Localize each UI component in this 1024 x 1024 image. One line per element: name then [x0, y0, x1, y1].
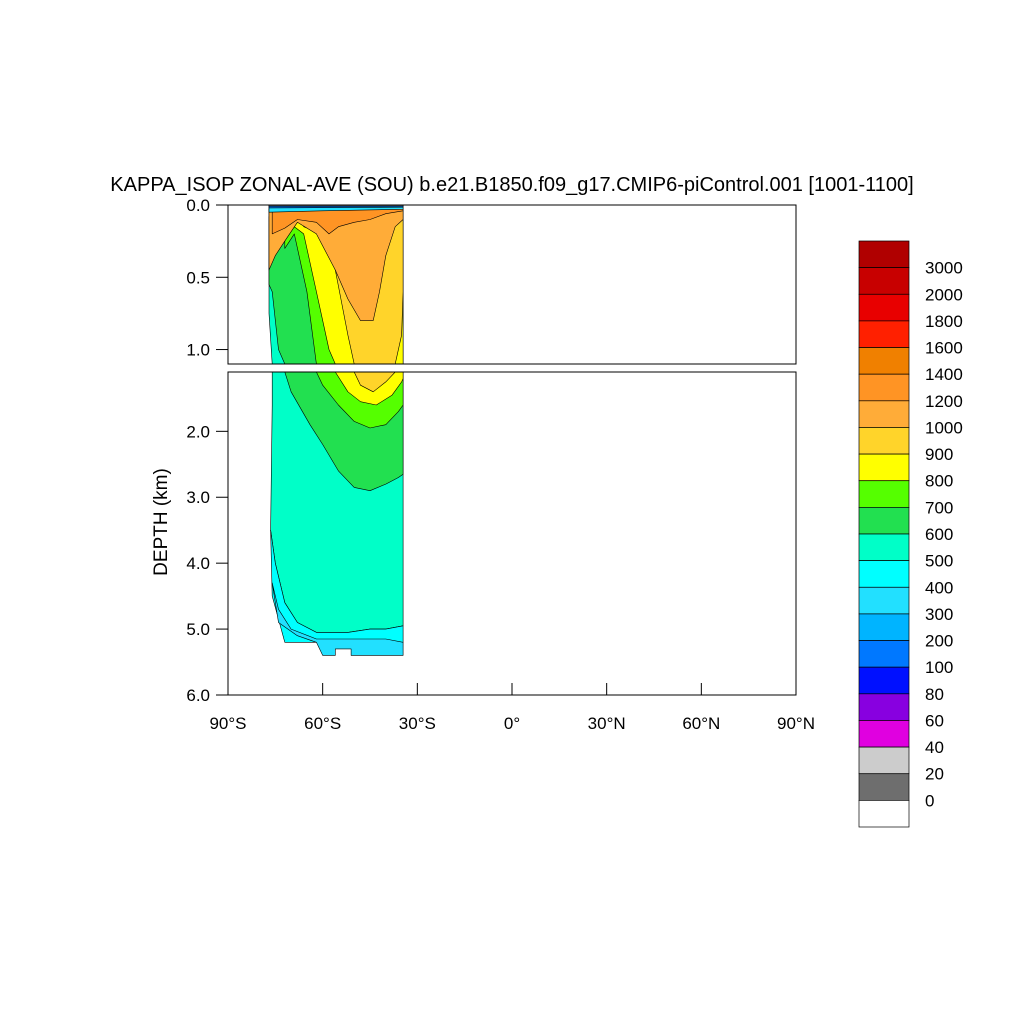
- y-tick-label: 1.0: [186, 341, 210, 360]
- x-tick-label: 30°S: [399, 714, 436, 733]
- colorbar-label: 60: [925, 712, 944, 731]
- contour-region-1400: [271, 206, 404, 235]
- colorbar-swatch: [858, 427, 910, 455]
- colorbar-label: 500: [925, 552, 953, 571]
- panel-upper-frame: [227, 204, 797, 365]
- axes: 0.0 0.5 1.0 2.0 3.0 4.0 5.0 6.0 90°S 60°S 30°S 0° 30…: [186, 196, 815, 733]
- colorbar-label: 1000: [925, 419, 963, 438]
- contour-region-300: [272, 827, 403, 986]
- colorbar-swatch: [858, 480, 910, 508]
- colorbar-label: 40: [925, 738, 944, 757]
- y-tick-label: 3.0: [186, 488, 210, 507]
- colorbar-swatch: [858, 773, 910, 801]
- x-tick-label: 60°S: [304, 714, 341, 733]
- colorbar-label: 80: [925, 685, 944, 704]
- colorbar-label: 200: [925, 632, 953, 651]
- colorbar-label: 20: [925, 765, 944, 784]
- colorbar-swatch: [858, 613, 910, 641]
- colorbar-swatch: [858, 800, 910, 828]
- colorbar-label: 1600: [925, 339, 963, 358]
- colorbar-label: 800: [925, 472, 953, 491]
- x-tick-label: 90°S: [209, 714, 246, 733]
- colorbar-swatch: [858, 267, 910, 295]
- y-tick-label: 0.5: [186, 268, 210, 287]
- colorbar-label: 100: [925, 658, 953, 677]
- colorbar-swatch: [858, 347, 910, 375]
- contour-region-300: [271, 582, 404, 656]
- panel-upper-fills: [268, 205, 404, 986]
- colorbar-label: 700: [925, 498, 953, 517]
- colorbar-label: 1400: [925, 365, 963, 384]
- colorbar-label: 2000: [925, 285, 963, 304]
- colorbar: 3000200018001600140012001000900800700600…: [858, 240, 963, 828]
- colorbar-swatch: [858, 533, 910, 561]
- colorbar-swatch: [858, 666, 910, 695]
- colorbar-swatch: [858, 586, 910, 615]
- colorbar-swatch: [858, 400, 910, 428]
- colorbar-swatch: [858, 453, 910, 482]
- colorbar-label: 0: [925, 791, 934, 810]
- chart-title: KAPPA_ISOP ZONAL-AVE (SOU) b.e21.B1850.f…: [110, 174, 913, 196]
- colorbar-label: 1200: [925, 392, 963, 411]
- colorbar-label: 400: [925, 578, 953, 597]
- y-tick-label: 6.0: [186, 686, 210, 705]
- colorbar-label: 900: [925, 445, 953, 464]
- contour-region-400: [270, 529, 404, 643]
- x-tick-label: 60°N: [682, 714, 720, 733]
- contour-region-400: [271, 711, 404, 957]
- contour-region-1000: [353, 372, 396, 393]
- colorbar-swatch: [858, 693, 910, 721]
- colorbar-swatch: [858, 746, 910, 775]
- colorbar-swatch: [858, 240, 910, 268]
- colorbar-label: 3000: [925, 259, 963, 278]
- colorbar-swatch: [858, 507, 910, 535]
- colorbar-swatch: [858, 293, 910, 322]
- colorbar-label: 300: [925, 605, 953, 624]
- x-tick-label: 30°N: [588, 714, 626, 733]
- colorbar-swatch: [858, 320, 910, 348]
- x-tick-label: 0°: [504, 714, 520, 733]
- y-axis-title: DEPTH (km): [151, 468, 172, 576]
- contour-region-1200: [268, 207, 404, 321]
- y-tick-label: 0.0: [186, 196, 210, 215]
- x-tick-label: 90°N: [777, 714, 815, 733]
- panel-lower-fills: [270, 372, 404, 656]
- y-tick-label: 5.0: [186, 620, 210, 639]
- y-tick-label: 4.0: [186, 554, 210, 573]
- plot-area: [268, 205, 404, 986]
- colorbar-label: 1800: [925, 312, 963, 331]
- colorbar-swatch: [858, 373, 910, 402]
- y-tick-label: 2.0: [186, 422, 210, 441]
- colorbar-swatch: [858, 640, 910, 668]
- colorbar-swatch: [858, 720, 910, 748]
- colorbar-label: 600: [925, 525, 953, 544]
- colorbar-swatch: [858, 560, 910, 588]
